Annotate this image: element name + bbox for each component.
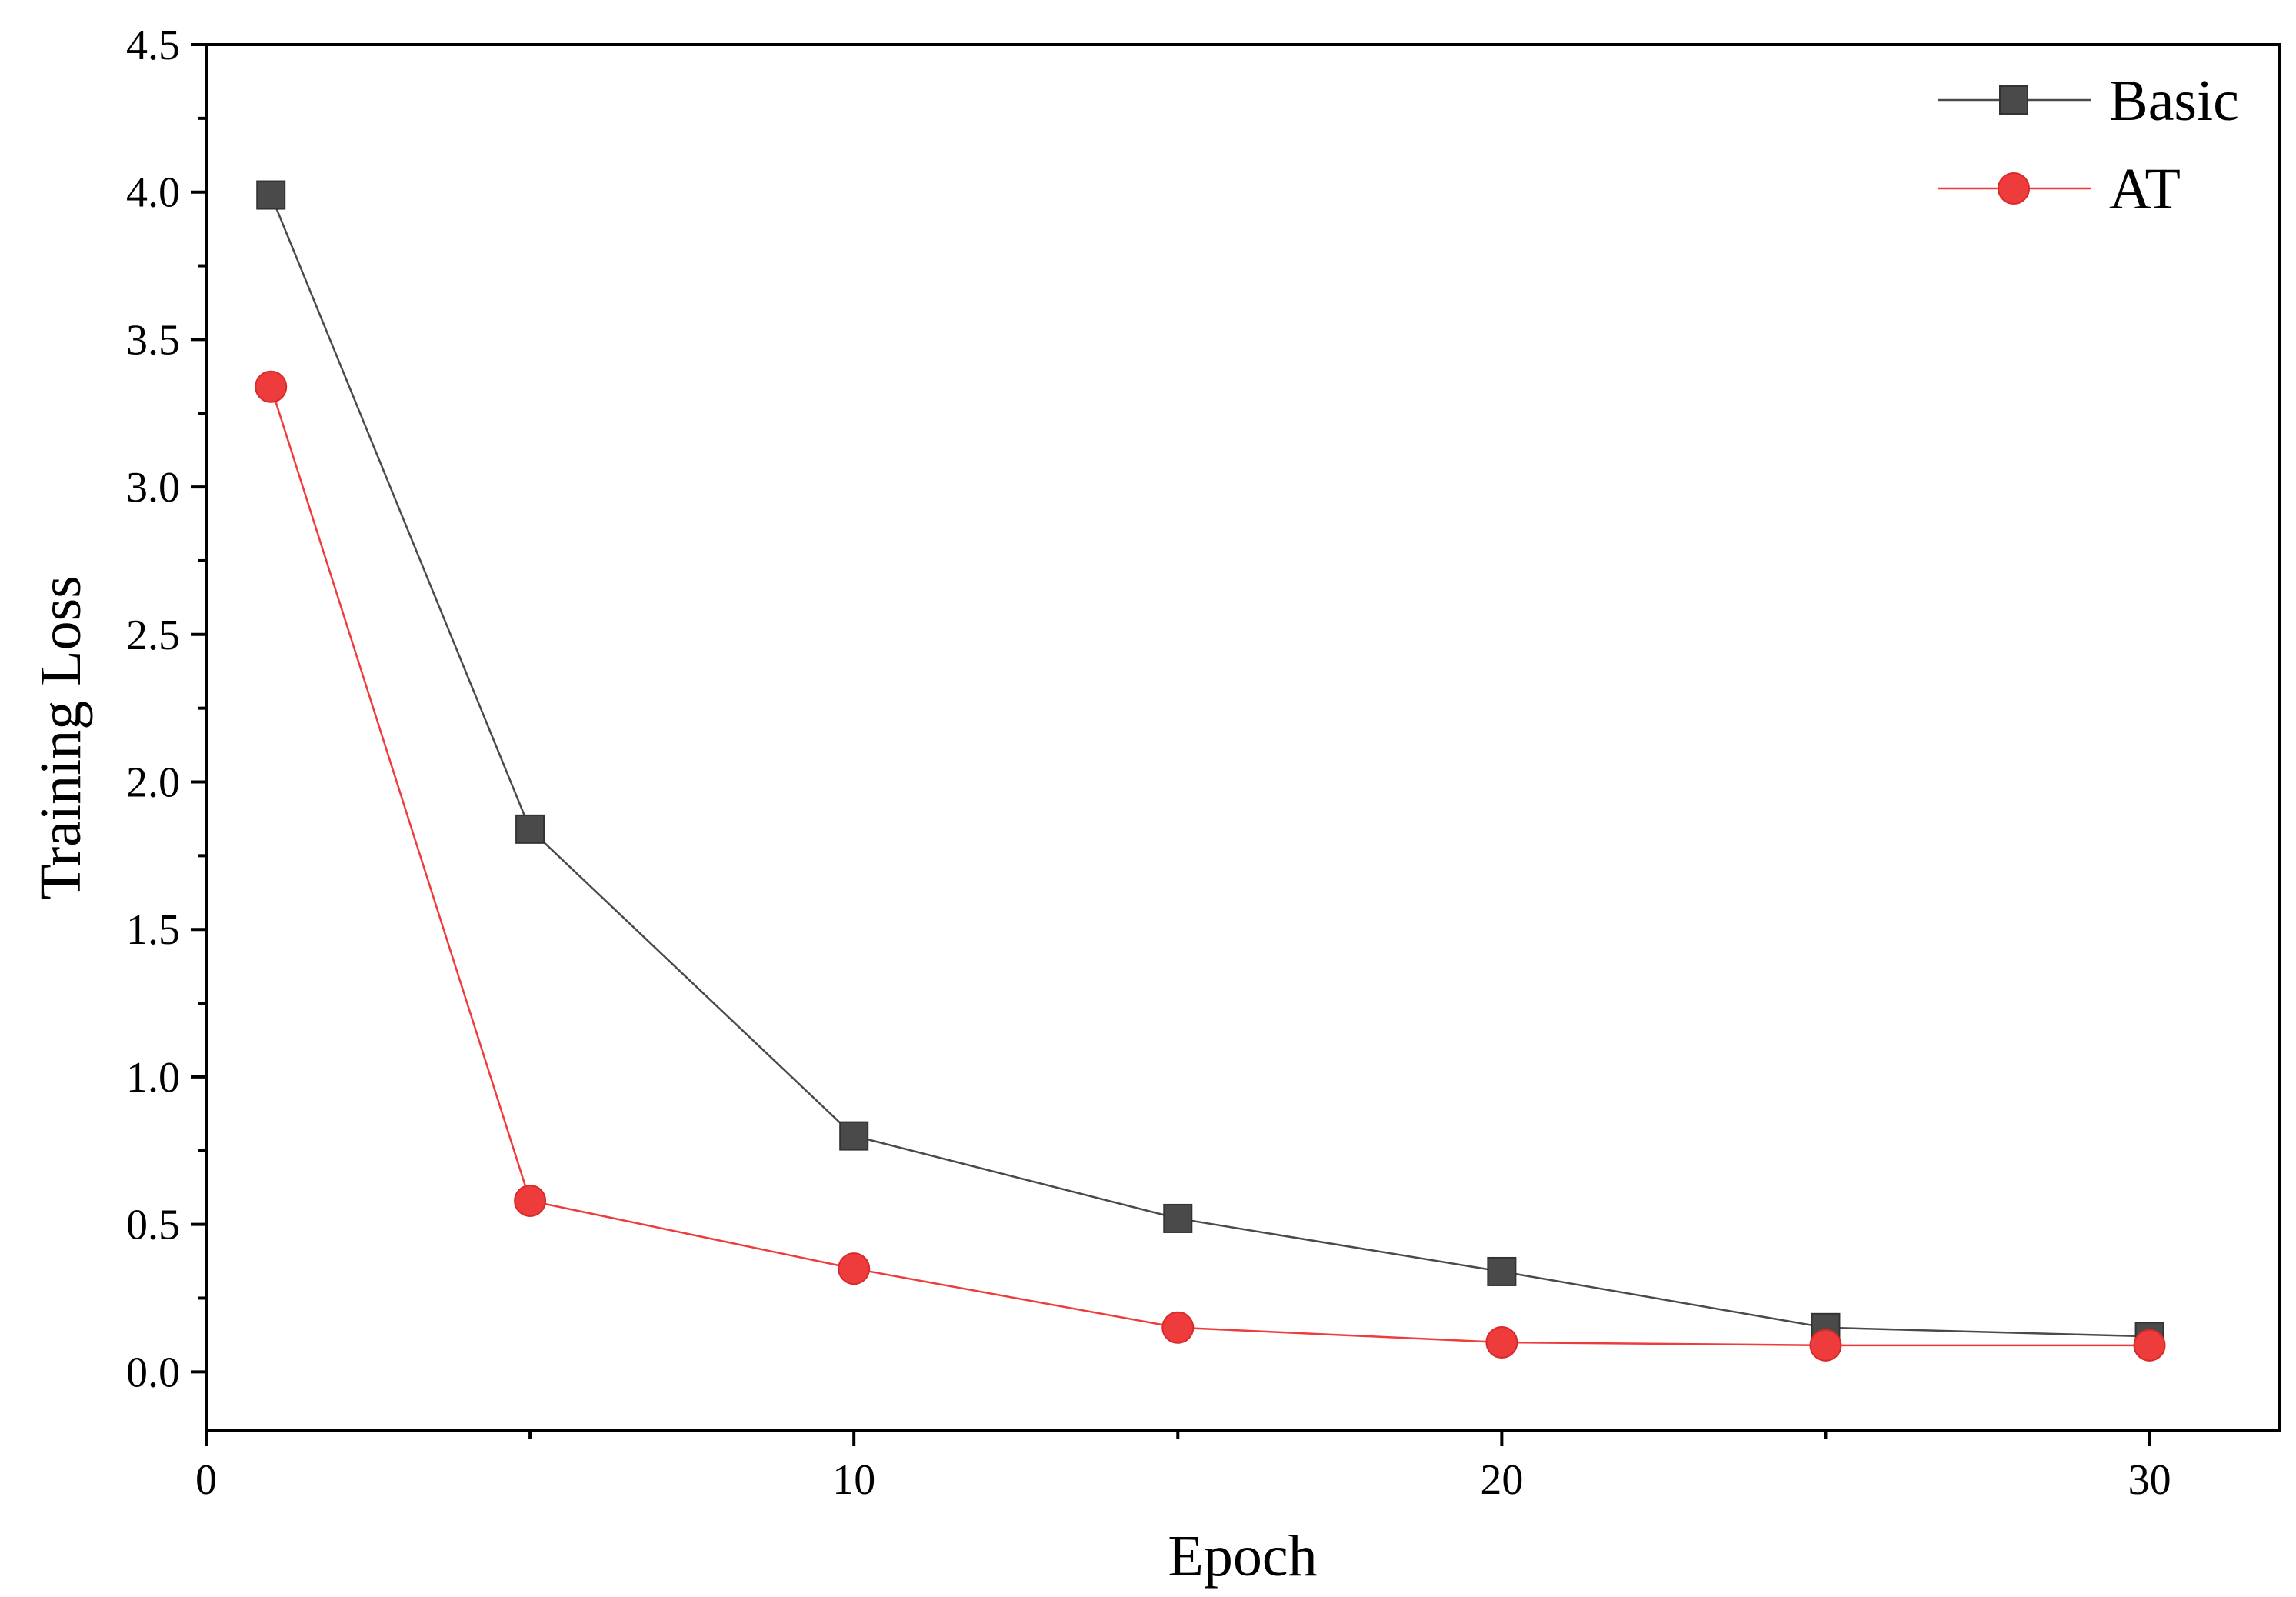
plot-frame: [205, 43, 2281, 1432]
data-point-basic: [1163, 1203, 1193, 1233]
y-axis-ticks: 0.0 0.5 1.0 1.5 2.0 2.5 3.0 3.5 4.0 4.5: [126, 22, 206, 1396]
y-tick-label: 1.5: [126, 906, 180, 954]
legend-marker-at: [1998, 172, 2030, 205]
y-tick-label: 2.0: [126, 759, 180, 807]
y-tick-label: 4.0: [126, 169, 180, 217]
data-point-at: [1809, 1329, 1842, 1362]
y-tick-label: 0.5: [126, 1202, 180, 1249]
data-point-at: [1485, 1325, 1518, 1359]
data-point-basic: [256, 180, 286, 210]
data-point-basic: [515, 814, 545, 844]
data-point-at: [1161, 1311, 1195, 1344]
data-point-at: [838, 1252, 871, 1285]
x-axis-ticks: 0 10 20 30: [195, 1431, 2171, 1504]
series-layer: [255, 180, 2166, 1362]
x-tick-label: 10: [832, 1456, 875, 1504]
data-point-at: [514, 1184, 547, 1217]
y-tick-label: 1.0: [126, 1054, 180, 1102]
x-tick-label: 20: [1480, 1456, 1523, 1504]
x-axis-title: Epoch: [1168, 1524, 1317, 1589]
y-tick-label: 3.5: [126, 316, 180, 364]
y-tick-label: 0.0: [126, 1349, 180, 1396]
x-tick-label: 0: [195, 1456, 217, 1504]
x-tick-label: 30: [2128, 1456, 2171, 1504]
y-tick-label: 4.5: [126, 22, 180, 69]
y-tick-label: 3.0: [126, 464, 180, 512]
data-point-at: [2133, 1329, 2166, 1362]
legend-label-at: AT: [2109, 157, 2181, 222]
data-point-basic: [839, 1121, 869, 1151]
data-point-at: [255, 370, 288, 403]
y-axis-title: Training Loss: [28, 575, 93, 900]
legend-label-basic: Basic: [2109, 68, 2239, 133]
plot-border: [205, 43, 2281, 1432]
data-point-basic: [1487, 1256, 1517, 1286]
y-tick-label: 2.5: [126, 612, 180, 659]
legend-marker-basic: [1999, 85, 2028, 115]
legend: Basic AT: [1938, 68, 2239, 222]
